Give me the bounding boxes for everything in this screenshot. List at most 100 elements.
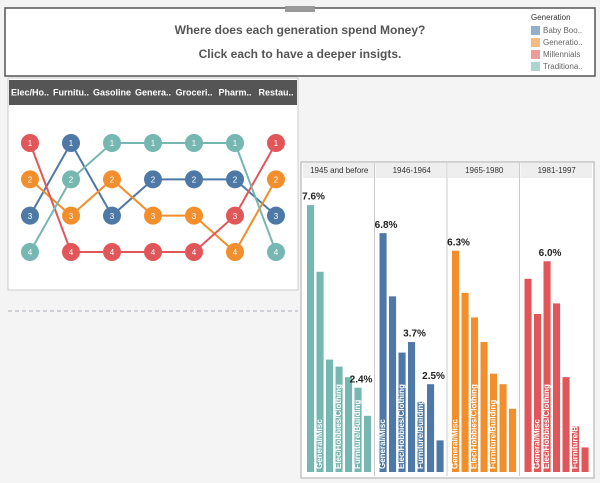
bump-marker (21, 134, 39, 152)
rank-label: 3 (110, 212, 115, 221)
bar (534, 313, 542, 472)
bar (572, 426, 580, 472)
rank-label: 1 (151, 139, 156, 148)
bump-column-label: Furnitu.. (53, 87, 89, 97)
bump-marker (21, 243, 39, 261)
bar (398, 352, 406, 472)
bump-marker (267, 243, 285, 261)
bump-marker (226, 170, 244, 189)
rank-label: 1 (28, 139, 33, 148)
bar-label: Furniture/Building (353, 400, 362, 469)
bump-marker (185, 170, 203, 189)
bump-marker (62, 134, 80, 152)
rank-label: 3 (274, 212, 279, 221)
bump-marker (62, 243, 80, 261)
bar-label: Furniture/Building (489, 400, 498, 469)
rank-label: 4 (192, 248, 197, 257)
rank-label: 4 (28, 248, 33, 257)
bar (326, 359, 334, 472)
bar-label: Elec/Hobbies/Clothing (397, 384, 406, 469)
title: Where does each generation spend Money? (175, 23, 426, 37)
bar-label: Furniture/Building (416, 400, 425, 469)
legend-title: Generation (531, 13, 571, 22)
bar (417, 401, 425, 472)
drag-handle (285, 6, 315, 12)
bar-label: Elec/Hobbies/Clothing (542, 384, 551, 469)
bar (452, 250, 460, 472)
bar-label: Furniture/Building (571, 400, 580, 469)
bar (524, 278, 532, 472)
bar (408, 342, 416, 472)
legend-label: Millennials (543, 50, 580, 59)
value-label: 2.5% (422, 371, 445, 382)
panel-header (520, 163, 592, 178)
bar (427, 384, 435, 472)
bar (316, 271, 324, 472)
rank-label: 4 (110, 248, 115, 257)
value-label: 3.7% (403, 329, 426, 340)
bar (345, 377, 353, 472)
bump-marker (144, 134, 162, 152)
bar (562, 377, 570, 472)
bump-marker (226, 134, 244, 152)
panel-title: 1946-1964 (393, 166, 432, 175)
bump-marker (62, 206, 80, 225)
legend-swatch (531, 38, 540, 47)
bar (553, 303, 561, 472)
bar (490, 373, 498, 472)
bar (307, 205, 315, 473)
bar (364, 415, 372, 472)
bar (335, 366, 343, 472)
rank-label: 2 (110, 175, 115, 184)
bar (379, 233, 387, 472)
bar (389, 296, 397, 472)
subtitle: Click each to have a deeper insigts. (199, 47, 402, 61)
panel-header (375, 163, 447, 178)
rank-label: 4 (233, 248, 238, 257)
bar (543, 261, 551, 472)
bar-label: General/Misc (378, 419, 387, 469)
bump-column-label: Pharm.. (218, 87, 251, 97)
bar (581, 447, 589, 472)
bump-marker (62, 170, 80, 189)
bump-column-label: Gasoline (93, 87, 131, 97)
rank-label: 2 (192, 175, 197, 184)
bar (354, 387, 362, 472)
legend-label: Traditiona.. (543, 62, 583, 71)
bar (480, 342, 488, 472)
bump-marker (226, 243, 244, 261)
legend-swatch (531, 62, 540, 71)
bump-marker (103, 206, 121, 225)
rank-label: 2 (28, 175, 33, 184)
panel-title: 1945 and before (310, 166, 369, 175)
bump-marker (103, 243, 121, 261)
bump-marker (21, 206, 39, 225)
rank-label: 3 (233, 212, 238, 221)
bump-header (9, 80, 297, 105)
bump-marker (185, 243, 203, 261)
rank-label: 3 (69, 212, 74, 221)
bar (436, 440, 444, 472)
bar-label: Elec/Hobbies/Clothing (334, 384, 343, 469)
bump-marker (144, 170, 162, 189)
rank-label: 1 (233, 139, 238, 148)
rank-label: 4 (274, 248, 279, 257)
panel-header (448, 163, 520, 178)
rank-label: 4 (151, 248, 156, 257)
value-label: 6.0% (539, 248, 562, 259)
bump-column-label: Elec/Ho.. (11, 87, 49, 97)
rank-label: 1 (274, 139, 279, 148)
bar-label: General/Misc (533, 419, 542, 469)
value-label: 6.8% (375, 220, 398, 231)
rank-label: 3 (151, 212, 156, 221)
legend-label: Generatio.. (543, 38, 583, 47)
bump-marker (267, 206, 285, 225)
bar (499, 384, 507, 472)
bump-column-label: Groceri.. (175, 87, 212, 97)
panel-header (303, 163, 375, 178)
panel-title: 1981-1997 (538, 166, 577, 175)
bump-marker (144, 206, 162, 225)
bump-marker (103, 170, 121, 189)
rank-label: 1 (69, 139, 74, 148)
